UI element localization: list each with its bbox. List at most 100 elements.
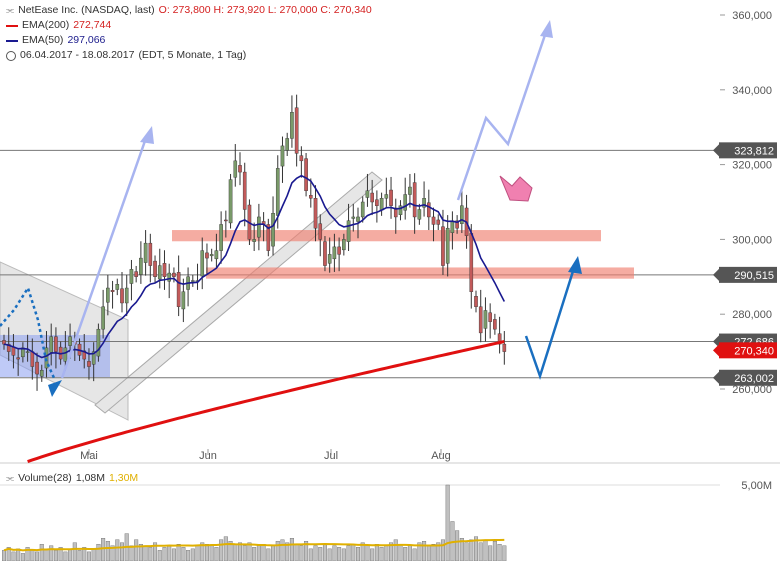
- candle-body: [389, 189, 393, 206]
- candle-body: [502, 343, 507, 352]
- y-tick-label: 340,000: [732, 85, 772, 97]
- level-label-box: [719, 369, 777, 386]
- volume-bar: [403, 547, 408, 561]
- price-axis: 360,000 340,000 320,000 300,000 280,000 260,0…: [0, 10, 780, 464]
- candle-body: [275, 168, 280, 216]
- volume-bar: [459, 538, 464, 561]
- volume-bar: [186, 550, 191, 561]
- volume-avg-value: 1,30M: [109, 472, 139, 484]
- volume-bar: [327, 548, 332, 561]
- volume-average-line: [3, 538, 505, 552]
- candle-body: [379, 198, 384, 211]
- level-label-text: 323,812: [734, 145, 774, 157]
- volume-bar: [176, 544, 181, 561]
- volume-bar: [2, 550, 6, 561]
- candle-body: [157, 265, 162, 280]
- candle-body: [375, 199, 379, 206]
- candle-body: [441, 226, 445, 266]
- bounce-arrow: [524, 267, 576, 380]
- candle-body: [266, 224, 271, 251]
- candle-body: [257, 216, 261, 238]
- volume-bar: [356, 547, 361, 561]
- candle-body: [30, 351, 35, 367]
- range-info: (EDT, 5 Monate, 1 Tag): [138, 49, 247, 61]
- candle-body: [370, 192, 374, 203]
- candle-body: [209, 254, 214, 257]
- candle-body: [313, 198, 318, 229]
- volume-bar: [488, 545, 493, 561]
- y-tick-label: 280,000: [732, 309, 772, 321]
- candle-body: [190, 280, 195, 282]
- volume-bar: [341, 548, 346, 561]
- candle-body: [252, 239, 256, 242]
- candle-body: [54, 336, 58, 352]
- volume-bar: [389, 542, 394, 561]
- title-row: ⫘ NetEase Inc. (NASDAQ, last) O: 273,800…: [6, 3, 372, 18]
- level-label-box: [719, 266, 777, 283]
- candle-body: [460, 205, 464, 224]
- candle-body: [91, 351, 96, 365]
- candle-body: [285, 138, 290, 151]
- volume-bar: [105, 541, 110, 561]
- level-label-text: 263,002: [734, 373, 774, 385]
- volume-bar: [280, 539, 285, 561]
- candle-body: [63, 347, 68, 362]
- ema50-value: 297,066: [67, 34, 106, 46]
- candle-body: [360, 201, 365, 218]
- last-price-box: [719, 342, 777, 359]
- candle-body: [497, 333, 502, 345]
- projection-arrow-aug-head: [540, 20, 553, 38]
- candle-body: [304, 158, 308, 191]
- volume-bar: [285, 542, 290, 561]
- volume-bar: [379, 547, 384, 561]
- candle-body: [120, 288, 124, 304]
- volume-bar: [256, 545, 261, 561]
- volume-bar: [370, 548, 375, 561]
- candles: [2, 94, 507, 391]
- volume-label: Volume(28): [18, 472, 72, 484]
- y-tick-label: 320,000: [732, 160, 772, 172]
- volume-bar: [219, 539, 224, 561]
- candle-body: [290, 112, 294, 139]
- volume-bar: [129, 545, 134, 561]
- volume-bar: [422, 541, 427, 561]
- volume-bar: [313, 545, 318, 561]
- volume-bar: [407, 545, 412, 561]
- volume-bar: [426, 545, 431, 561]
- candle-body: [294, 107, 299, 154]
- volume-bar: [91, 548, 96, 561]
- volume-bar: [266, 548, 271, 561]
- candle-body: [356, 216, 360, 222]
- volume-bar: [214, 547, 219, 561]
- volume-bar: [252, 547, 257, 561]
- candle-body: [342, 239, 346, 251]
- candle-body: [6, 343, 11, 352]
- volume-bar: [440, 539, 445, 561]
- ema200-line: [27, 340, 505, 464]
- level-label-pointer: [713, 371, 719, 384]
- volume-bar: [134, 539, 139, 561]
- candle-body: [455, 220, 459, 229]
- volume-bar: [271, 545, 276, 561]
- volume-bar: [445, 484, 450, 561]
- volume-bar: [195, 545, 200, 561]
- candle-body: [181, 291, 186, 310]
- time-axis: Mai Jun Jul Aug: [80, 449, 451, 462]
- volume-bar: [384, 545, 389, 561]
- candle-body: [351, 216, 356, 219]
- range-row: 06.04.2017 - 18.08.2017 (EDT, 5 Monate, …: [6, 48, 372, 63]
- pink-pointer-arrow: [499, 175, 533, 202]
- volume-bar: [431, 544, 436, 561]
- candle-body: [469, 233, 474, 292]
- last-price-pointer: [713, 344, 719, 357]
- volume-bar: [209, 545, 214, 561]
- candle-body: [398, 205, 403, 215]
- candle-body: [2, 340, 6, 345]
- candle-body: [403, 194, 408, 211]
- volume-bar: [171, 548, 176, 561]
- ema50-legend: EMA(50) 297,066: [6, 33, 372, 48]
- volume-bar: [181, 547, 186, 561]
- volume-bar: [360, 542, 365, 561]
- candle-body: [35, 361, 39, 375]
- chart-type-icon: ⫘: [6, 5, 15, 15]
